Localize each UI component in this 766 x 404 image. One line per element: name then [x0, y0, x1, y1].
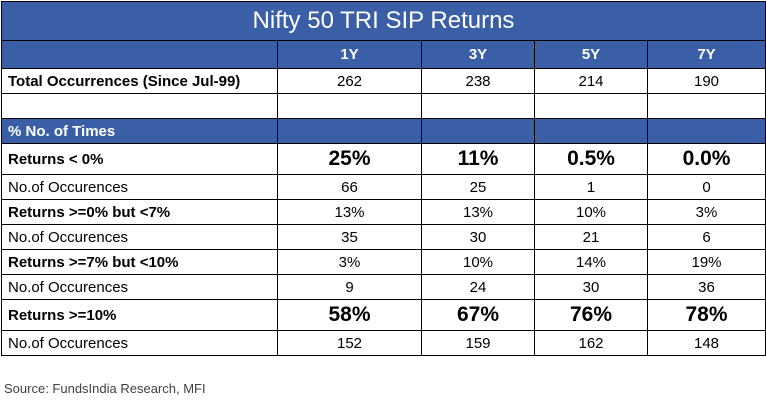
count-cell: 36 — [647, 274, 766, 300]
pct-cell: 67% — [421, 299, 535, 331]
sip-returns-table: Nifty 50 TRI SIP Returns 1Y 3Y 5Y 7Y Tot… — [1, 1, 766, 356]
pct-cell: 14% — [534, 249, 648, 275]
count-cell: 30 — [421, 224, 535, 250]
count-cell: 30 — [534, 274, 648, 300]
pct-cell: 3% — [647, 199, 766, 225]
pct-cell: 13% — [421, 199, 535, 225]
column-header-row: 1Y 3Y 5Y 7Y — [1, 40, 766, 69]
pct-row: Returns >=0% but <7% 13% 13% 10% 3% — [1, 199, 766, 225]
count-cell: 148 — [647, 330, 766, 356]
count-label: No.of Occurences — [1, 174, 278, 200]
row-label: Returns >=10% — [1, 299, 278, 331]
header-blank — [1, 40, 278, 69]
pct-cell: 10% — [534, 199, 648, 225]
count-cell: 0 — [647, 174, 766, 200]
pct-cell: 13% — [277, 199, 422, 225]
pct-cell: 58% — [277, 299, 422, 331]
pct-cell: 76% — [534, 299, 648, 331]
pct-cell: 19% — [647, 249, 766, 275]
total-value-5y: 214 — [534, 68, 648, 94]
count-cell: 24 — [421, 274, 535, 300]
pct-row: Returns < 0% 25% 11% 0.5% 0.0% — [1, 143, 766, 175]
count-label: No.of Occurences — [1, 330, 278, 356]
spacer-row — [1, 93, 766, 119]
count-row: No.of Occurences 9 24 30 36 — [1, 274, 766, 300]
count-row: No.of Occurences 35 30 21 6 — [1, 224, 766, 250]
total-row: Total Occurrences (Since Jul-99) 262 238… — [1, 68, 766, 94]
row-label: Returns < 0% — [1, 143, 278, 175]
pct-cell: 11% — [421, 143, 535, 175]
pct-cell: 78% — [647, 299, 766, 331]
pct-cell: 0.0% — [647, 143, 766, 175]
source-note: Source: FundsIndia Research, MFI — [4, 381, 206, 396]
column-header-7y: 7Y — [647, 40, 766, 69]
pct-row: Returns >=10% 58% 67% 76% 78% — [1, 299, 766, 331]
total-value-3y: 238 — [421, 68, 535, 94]
count-cell: 152 — [277, 330, 422, 356]
pct-cell: 3% — [277, 249, 422, 275]
column-header-3y: 3Y — [421, 40, 535, 69]
count-row: No.of Occurences 152 159 162 148 — [1, 330, 766, 356]
row-label: Returns >=7% but <10% — [1, 249, 278, 275]
table-title: Nifty 50 TRI SIP Returns — [1, 1, 766, 41]
total-value-7y: 190 — [647, 68, 766, 94]
row-label: Returns >=0% but <7% — [1, 199, 278, 225]
count-cell: 1 — [534, 174, 648, 200]
count-row: No.of Occurences 66 25 1 0 — [1, 174, 766, 200]
count-cell: 162 — [534, 330, 648, 356]
count-cell: 9 — [277, 274, 422, 300]
column-header-5y: 5Y — [534, 40, 648, 69]
count-cell: 6 — [647, 224, 766, 250]
count-cell: 21 — [534, 224, 648, 250]
total-value-1y: 262 — [277, 68, 422, 94]
pct-row: Returns >=7% but <10% 3% 10% 14% 19% — [1, 249, 766, 275]
total-label: Total Occurrences (Since Jul-99) — [1, 68, 278, 94]
count-cell: 35 — [277, 224, 422, 250]
pct-cell: 25% — [277, 143, 422, 175]
count-cell: 25 — [421, 174, 535, 200]
column-header-1y: 1Y — [277, 40, 422, 69]
section-header-row: % No. of Times — [1, 118, 766, 144]
count-cell: 159 — [421, 330, 535, 356]
count-label: No.of Occurences — [1, 224, 278, 250]
pct-cell: 0.5% — [534, 143, 648, 175]
count-cell: 66 — [277, 174, 422, 200]
pct-cell: 10% — [421, 249, 535, 275]
count-label: No.of Occurences — [1, 274, 278, 300]
section-label: % No. of Times — [1, 118, 278, 144]
